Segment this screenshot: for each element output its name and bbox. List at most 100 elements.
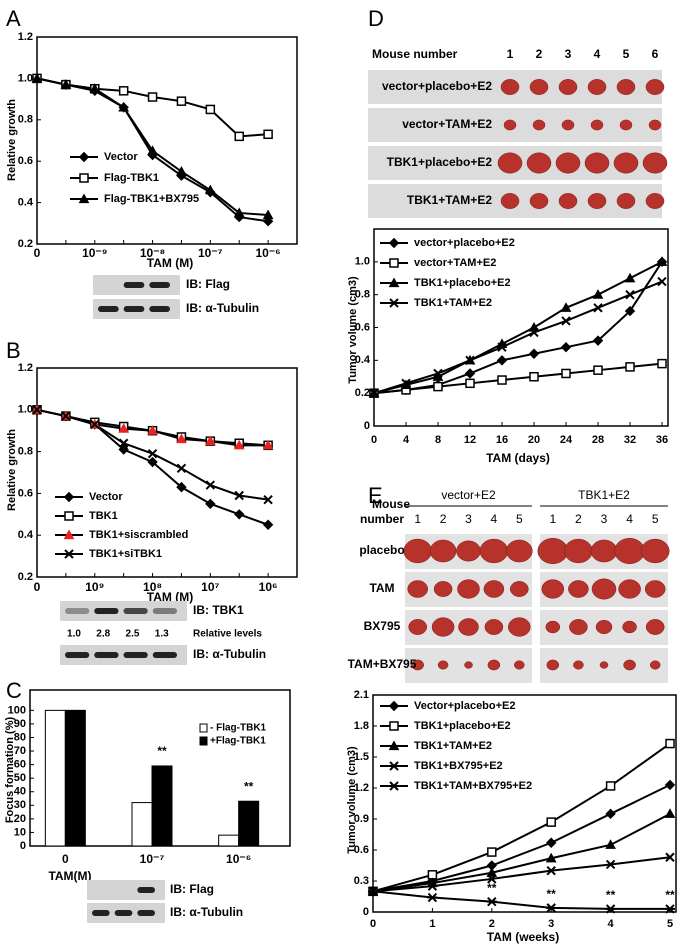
tumor [561,119,575,131]
tumor [500,79,520,95]
y-tick-label: 1.2 [18,31,33,43]
group-label: vector+E2 [441,488,496,502]
photo-header: number [360,512,404,526]
blot-band [94,652,119,658]
blot-band [114,910,133,916]
x-axis-label: TAM (M) [147,256,193,270]
data-point [433,368,443,379]
series-line [372,784,671,893]
data-point [204,184,216,195]
tumor [487,659,501,671]
y-tick-label: 0.6 [18,155,33,167]
significance-label: ** [157,744,167,758]
tumor [484,619,504,635]
panel-letter: E [368,483,383,508]
y-tick-label: 90 [14,718,26,730]
legend-label: TBK1+TAM+E2 [414,297,492,309]
x-axis-label: TAM (days) [486,451,550,465]
data-point [528,348,540,359]
data-point [592,289,604,299]
data-point [605,839,616,849]
tumor [403,538,432,564]
relative-levels-label: Relative levels [193,629,262,640]
tumor [500,193,520,209]
legend-label: +Flag-TBK1 [210,736,266,747]
blot-band [65,608,90,614]
blot-band [92,910,110,916]
tumor [591,578,617,600]
data-point [369,388,379,398]
tumor [616,193,636,209]
data-point [657,358,667,369]
data-point [176,463,187,474]
tumor [618,579,641,599]
panel-letter: C [6,678,22,703]
y-tick-label: 1.8 [354,720,369,732]
relative-level: 1.0 [67,629,81,640]
tumor [537,538,569,564]
tumor [587,79,607,95]
tumor [456,540,481,562]
y-tick-label: 0.3 [354,875,369,887]
data-point [496,355,508,366]
legend-label: vector+placebo+E2 [414,237,515,249]
y-tick-label: 1.0 [18,404,33,416]
x-axis-label: TAM (M) [147,590,193,604]
data-point [529,327,539,338]
data-point [234,131,244,142]
series-line [372,742,671,893]
group-label: TBK1+E2 [578,488,630,502]
data-point [262,519,274,530]
tumor [555,152,581,174]
data-point [427,892,438,903]
plot-frame [36,36,298,245]
x-tick-label: 10⁻⁶ [256,246,281,260]
blot-label: IB: Flag [170,882,214,896]
data-point [605,859,616,870]
data-point [546,865,556,876]
blot-band [123,652,148,658]
x-tick-label: 5 [667,918,673,930]
data-point [664,779,676,791]
photo-header: Mouse number [372,47,458,61]
mouse-number: 5 [516,512,523,526]
tumor [569,619,588,635]
y-tick-label: 0.6 [354,844,369,856]
x-tick-label: 0 [62,852,69,866]
mouse-number: 2 [536,47,543,61]
tumor [506,539,533,563]
legend-marker [388,237,400,249]
tumor [645,619,665,635]
x-tick-label: 0 [370,918,376,930]
data-point [233,207,245,218]
data-point [176,433,187,444]
tumor [619,119,633,131]
tumor [464,661,473,669]
legend-marker [388,277,400,288]
data-point [89,83,101,93]
tumor [558,79,578,95]
data-point [561,316,571,326]
data-point [497,342,507,352]
tumor [431,617,455,637]
data-point [118,86,129,96]
data-point [32,405,42,415]
mouse-number: 5 [652,512,659,526]
data-point [176,481,187,493]
row-label: BX795 [364,619,401,633]
data-point [147,456,158,468]
legend-marker [64,549,74,559]
y-tick-label: 0.8 [18,114,33,126]
bar [238,800,260,847]
relative-level: 2.5 [126,629,140,640]
x-tick-label: 10⁷ [201,580,219,594]
tumor [497,152,523,174]
blot-band [94,608,119,614]
tumor [545,620,561,634]
plot-frame [372,694,677,913]
y-axis-label: Relative growth [6,429,18,511]
data-point [234,490,244,501]
relative-level: 2.8 [96,629,110,640]
legend-swatch [199,723,208,733]
significance-label: ** [547,887,557,901]
